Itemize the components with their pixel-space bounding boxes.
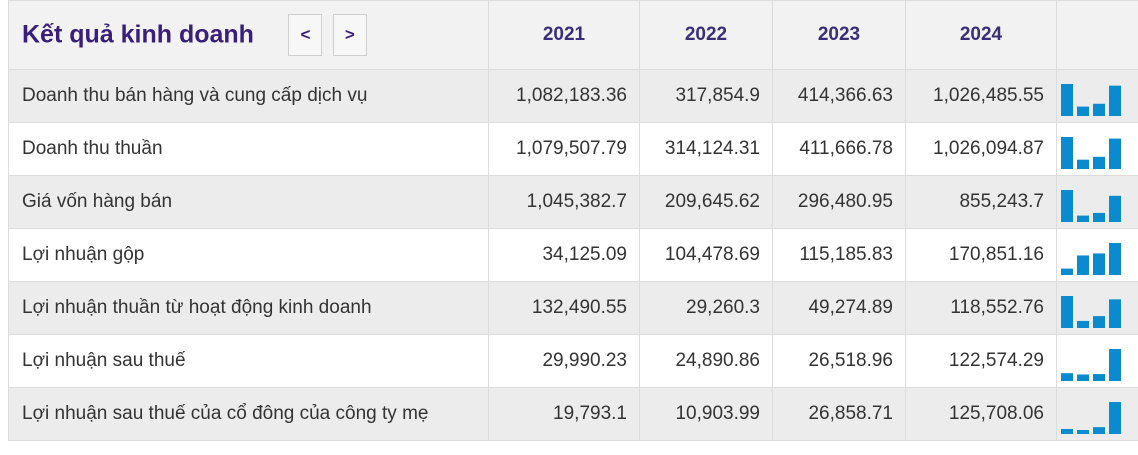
value-cell-2024: 125,708.06 (905, 387, 1057, 441)
sparkline-chart (1061, 243, 1121, 275)
sparkline-chart (1061, 190, 1121, 222)
sparkline-bar-2024 (1109, 299, 1121, 328)
value-cell-2022: 104,478.69 (639, 228, 773, 282)
value-cell-2021: 29,990.23 (488, 334, 640, 388)
next-button[interactable]: > (332, 14, 367, 56)
business-results-panel: Kết quả kinh doanh < > 2021 2022 2023 20… (8, 0, 1138, 441)
value-cell-2022: 29,260.3 (639, 281, 773, 335)
sparkline-chart (1061, 84, 1121, 116)
value-cell-2024: 1,026,485.55 (905, 69, 1057, 123)
sparkline-bar-2023 (1093, 316, 1105, 328)
sparkline-bar-2021 (1061, 428, 1073, 434)
value-cell-2023: 414,366.63 (772, 69, 906, 123)
sparkline-bar-2022 (1077, 430, 1089, 434)
sparkline-bar-2024 (1109, 195, 1121, 222)
row-label: Doanh thu bán hàng và cung cấp dịch vụ (8, 69, 489, 123)
results-body: Doanh thu bán hàng và cung cấp dịch vụ 1,… (8, 69, 1138, 441)
row-label: Lợi nhuận gộp (8, 228, 489, 282)
value-cell-2024: 1,026,094.87 (905, 122, 1057, 176)
sparkline-bar-2024 (1109, 243, 1121, 275)
year-header-2023: 2023 (772, 0, 906, 70)
row-label: Lợi nhuận sau thuế của cổ đông của công … (8, 387, 489, 441)
row-label: Giá vốn hàng bán (8, 175, 489, 229)
sparkline-cell[interactable] (1056, 228, 1138, 282)
value-cell-2024: 122,574.29 (905, 334, 1057, 388)
value-cell-2021: 34,125.09 (488, 228, 640, 282)
sparkline-bar-2024 (1109, 349, 1121, 381)
year-header-2022: 2022 (639, 0, 773, 70)
value-cell-2021: 1,045,382.7 (488, 175, 640, 229)
value-cell-2023: 49,274.89 (772, 281, 906, 335)
title-cell: Kết quả kinh doanh < > (8, 0, 489, 70)
sparkline-bar-2023 (1093, 212, 1105, 222)
sparkline-bar-2021 (1061, 268, 1073, 275)
table-row: Lợi nhuận gộp 34,125.09 104,478.69 115,185.… (8, 228, 1138, 282)
value-cell-2022: 314,124.31 (639, 122, 773, 176)
sparkline-cell[interactable] (1056, 122, 1138, 176)
table-row: Doanh thu thuần 1,079,507.79 314,124.31 411… (8, 122, 1138, 176)
row-label: Lợi nhuận thuần từ hoạt động kinh doanh (8, 281, 489, 335)
table-row: Lợi nhuận sau thuế 29,990.23 24,890.86 26,5… (8, 334, 1138, 388)
prev-button[interactable]: < (288, 14, 323, 56)
sparkline-bar-2023 (1093, 374, 1105, 381)
sparkline-bar-2021 (1061, 296, 1073, 328)
row-label: Doanh thu thuần (8, 122, 489, 176)
sparkline-bar-2021 (1061, 373, 1073, 381)
sparkline-cell[interactable] (1056, 334, 1138, 388)
sparkline-chart (1061, 402, 1121, 434)
sparkline-bar-2022 (1077, 215, 1089, 222)
value-cell-2023: 26,518.96 (772, 334, 906, 388)
section-title: Kết quả kinh doanh (22, 20, 254, 49)
table-row: Doanh thu bán hàng và cung cấp dịch vụ 1,… (8, 69, 1138, 123)
sparkline-bar-2022 (1077, 106, 1089, 116)
sparkline-bar-2022 (1077, 159, 1089, 169)
sparkline-chart (1061, 349, 1121, 381)
value-cell-2021: 1,079,507.79 (488, 122, 640, 176)
sparkline-cell[interactable] (1056, 69, 1138, 123)
sparkline-bar-2023 (1093, 253, 1105, 275)
year-header-2021: 2021 (488, 0, 640, 70)
value-cell-2021: 19,793.1 (488, 387, 640, 441)
value-cell-2021: 132,490.55 (488, 281, 640, 335)
sparkline-bar-2024 (1109, 138, 1121, 169)
sparkline-bar-2024 (1109, 402, 1121, 434)
value-cell-2022: 10,903.99 (639, 387, 773, 441)
table-row: Lợi nhuận sau thuế của cổ đông của công … (8, 387, 1138, 441)
table-row: Lợi nhuận thuần từ hoạt động kinh doanh 1… (8, 281, 1138, 335)
sparkline-bar-2024 (1109, 85, 1121, 116)
value-cell-2023: 411,666.78 (772, 122, 906, 176)
sparkline-bar-2022 (1077, 374, 1089, 381)
sparkline-bar-2021 (1061, 137, 1073, 169)
row-label: Lợi nhuận sau thuế (8, 334, 489, 388)
value-cell-2024: 118,552.76 (905, 281, 1057, 335)
sparkline-bar-2021 (1061, 190, 1073, 222)
value-cell-2023: 26,858.71 (772, 387, 906, 441)
sparkline-chart (1061, 296, 1121, 328)
value-cell-2021: 1,082,183.36 (488, 69, 640, 123)
sparkline-bar-2021 (1061, 84, 1073, 116)
table-row: Giá vốn hàng bán 1,045,382.7 209,645.62 296… (8, 175, 1138, 229)
sparkline-cell[interactable] (1056, 281, 1138, 335)
value-cell-2024: 855,243.7 (905, 175, 1057, 229)
sparkline-cell[interactable] (1056, 175, 1138, 229)
sparkline-bar-2023 (1093, 427, 1105, 434)
sparkline-chart (1061, 137, 1121, 169)
value-cell-2023: 115,185.83 (772, 228, 906, 282)
value-cell-2024: 170,851.16 (905, 228, 1057, 282)
sparkline-cell[interactable] (1056, 387, 1138, 441)
value-cell-2023: 296,480.95 (772, 175, 906, 229)
year-header-2024: 2024 (905, 0, 1057, 70)
sparkline-bar-2023 (1093, 103, 1105, 116)
value-cell-2022: 209,645.62 (639, 175, 773, 229)
results-table: Kết quả kinh doanh < > 2021 2022 2023 20… (8, 0, 1138, 441)
sparkline-bar-2022 (1077, 255, 1089, 275)
sparkline-header (1056, 0, 1138, 70)
header-row: Kết quả kinh doanh < > 2021 2022 2023 20… (8, 0, 1138, 70)
sparkline-bar-2022 (1077, 320, 1089, 328)
value-cell-2022: 317,854.9 (639, 69, 773, 123)
sparkline-bar-2023 (1093, 156, 1105, 169)
value-cell-2022: 24,890.86 (639, 334, 773, 388)
